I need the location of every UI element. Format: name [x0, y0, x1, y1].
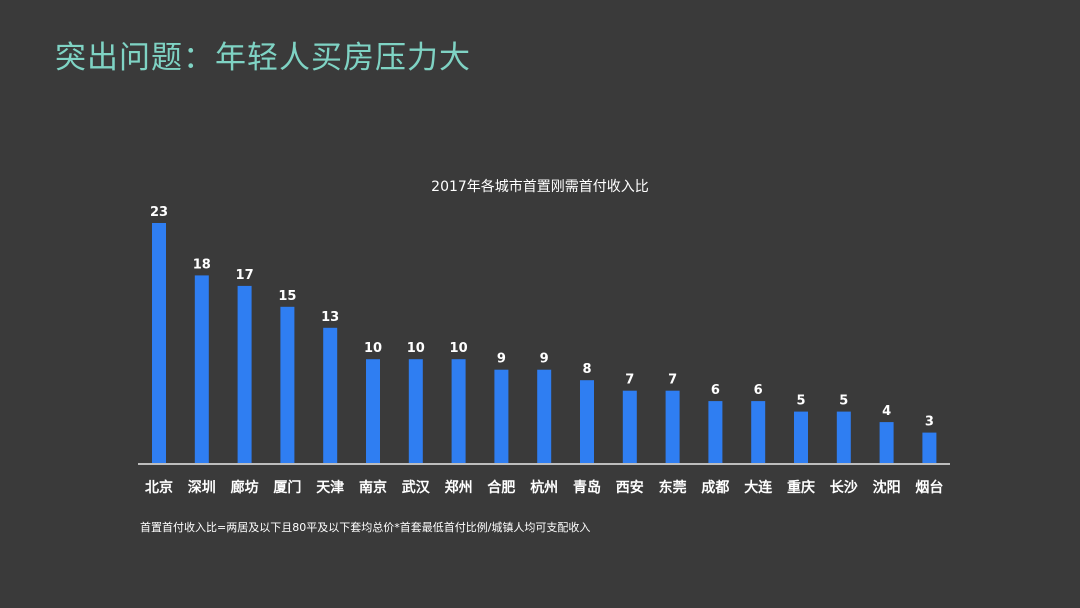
bar-9: [494, 369, 509, 464]
bar-8: [451, 359, 466, 464]
category-label: 重庆: [787, 479, 815, 496]
category-labels-group: 北京 深圳 廊坊 厦门 天津 南京 武汉 郑州 合肥 杭州 青岛 西安 东莞 成都 大连 重庆 长沙 沈阳 烟台: [145, 479, 943, 496]
bar-value-label: 5: [839, 394, 848, 409]
bar-value-label: 10: [407, 341, 425, 356]
bar-value-label: 6: [754, 383, 763, 398]
bar-value-label: 17: [236, 268, 254, 283]
category-label: 合肥: [487, 479, 515, 496]
category-label: 长沙: [830, 479, 858, 496]
bar-value-label: 7: [668, 373, 677, 388]
category-label: 厦门: [273, 479, 301, 496]
bar-1: [152, 223, 166, 464]
category-label: 天津: [316, 479, 344, 496]
category-label: 烟台: [915, 479, 943, 496]
bar-value-label: 6: [711, 383, 720, 398]
bar-12: [622, 390, 637, 464]
bar-19: [922, 432, 937, 464]
bar-13: [665, 390, 680, 464]
bar-18: [879, 422, 894, 464]
value-labels-group: 23 18 17 15 13 10 10 10 9 9 8 7 7 6 6 5 5 4 3: [150, 205, 934, 430]
bar-7: [408, 359, 423, 464]
bar-10: [537, 369, 552, 464]
bar-value-label: 9: [540, 352, 549, 367]
footnote: 首置首付收入比=两居及以下且80平及以下套均总价*首套最低首付比例/城镇人均可支…: [140, 521, 591, 534]
bar-2: [194, 275, 209, 464]
bar-value-label: 10: [450, 341, 468, 356]
bar-11: [580, 380, 594, 464]
bar-5: [323, 327, 338, 464]
bar-16: [794, 411, 808, 464]
bar-value-label: 18: [193, 257, 211, 272]
category-label: 南京: [359, 479, 387, 496]
category-label: 成都: [701, 479, 729, 496]
category-label: 武汉: [402, 479, 431, 496]
bar-value-label: 7: [625, 373, 634, 388]
bar-value-label: 10: [364, 341, 382, 356]
category-label: 大连: [744, 479, 773, 496]
category-label: 北京: [145, 479, 173, 496]
bar-value-label: 13: [321, 310, 339, 325]
chart-title: 2017年各城市首置刚需首付收入比: [431, 178, 649, 195]
category-label: 东莞: [659, 479, 687, 496]
bar-14: [708, 401, 723, 464]
bar-value-label: 15: [278, 289, 296, 304]
bar-15: [751, 401, 766, 464]
bar-4: [280, 306, 295, 464]
bar-value-label: 9: [497, 352, 506, 367]
slide-title: 突出问题：年轻人买房压力大: [55, 40, 471, 76]
bar-6: [366, 359, 380, 464]
bar-value-label: 8: [582, 362, 591, 377]
category-label: 沈阳: [873, 479, 901, 496]
bar-value-label: 23: [150, 205, 168, 220]
bar-3: [237, 285, 252, 464]
bar-value-label: 4: [882, 404, 891, 419]
bar-value-label: 3: [925, 415, 934, 430]
bar-value-label: 5: [796, 394, 805, 409]
category-label: 青岛: [573, 479, 601, 496]
category-label: 深圳: [188, 479, 216, 496]
bars-group: [152, 223, 937, 464]
category-label: 郑州: [445, 479, 473, 496]
category-label: 西安: [616, 479, 644, 496]
category-label: 廊坊: [231, 479, 259, 496]
category-label: 杭州: [530, 479, 558, 496]
bar-17: [836, 411, 851, 464]
